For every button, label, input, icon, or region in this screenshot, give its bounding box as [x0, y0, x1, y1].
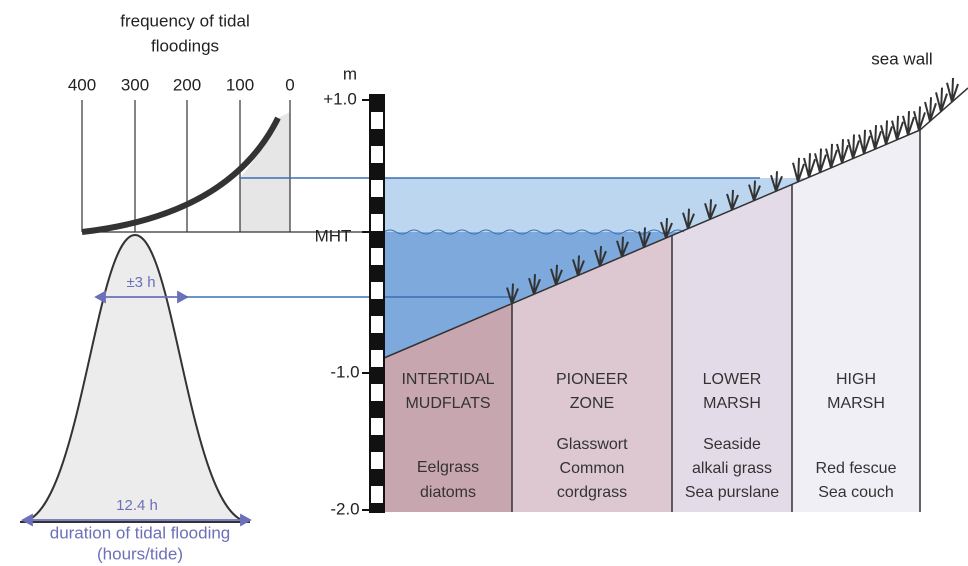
zone-species: Sea couch [818, 484, 894, 501]
scale-unit: m [343, 64, 357, 83]
grass-tuft [913, 106, 926, 131]
grass-tuft [682, 208, 695, 230]
scale-label: +1.0 [323, 89, 357, 108]
grass-tuft [638, 227, 651, 248]
scale-segment [370, 367, 384, 384]
scale-segment [370, 265, 384, 282]
sea-wall-label: sea wall [871, 49, 932, 68]
grass-tuft [814, 148, 827, 173]
freq-label: 200 [173, 75, 201, 94]
zone-species: Red fescue [816, 460, 897, 477]
zone-pioneer [512, 235, 672, 512]
freq-label: 100 [226, 75, 254, 94]
zone-species: alkali grass [692, 460, 772, 477]
grass-tuft [792, 157, 805, 183]
grass-tuft [770, 171, 783, 192]
scale-label: MHT [315, 226, 352, 245]
zone-name: HIGH [836, 371, 876, 388]
guide-lines [185, 177, 760, 298]
scale-segment [370, 503, 384, 512]
scale-label: -1.0 [330, 362, 359, 381]
freq-label: 0 [285, 75, 294, 94]
grass-tuft [660, 217, 673, 239]
scale-segment [370, 231, 384, 248]
zone-species: diatoms [420, 484, 476, 501]
grass [506, 77, 959, 304]
grass-tuft [550, 264, 563, 286]
freq-grid [81, 100, 370, 233]
duration-inner: ±3 h [126, 274, 155, 291]
zone-name: ZONE [570, 395, 614, 412]
scale-segment [370, 95, 384, 112]
grass-tuft [594, 246, 607, 267]
grass-tuft [891, 115, 904, 141]
grass-tuft [946, 77, 959, 103]
grass-tuft [836, 139, 849, 164]
scale-segment [370, 163, 384, 180]
grass-tuft [847, 134, 860, 159]
scale-label: -2.0 [330, 499, 359, 518]
zone-lines [383, 87, 968, 512]
scale-segment [370, 469, 384, 486]
scale-segment [370, 299, 384, 316]
grass-tuft [616, 236, 629, 258]
duration-curve [19, 233, 251, 523]
scale-segment [370, 401, 384, 418]
zone-species: Glasswort [556, 436, 628, 453]
grass-tuft [726, 189, 739, 211]
shade [240, 112, 290, 232]
zone-name: INTERTIDAL [401, 371, 494, 388]
grass-tuft [803, 153, 816, 178]
grass-tuft [935, 87, 948, 112]
grass-tuft [572, 255, 585, 276]
grass-tuft [902, 111, 915, 136]
zone-name: MARSH [703, 395, 761, 412]
freq-label: 400 [68, 75, 96, 94]
freq-title: frequency of tidal [120, 11, 249, 30]
zone-name: PIONEER [556, 371, 628, 388]
grass-tuft [825, 143, 838, 169]
grass-tuft [506, 283, 519, 304]
scale-segment [370, 333, 384, 350]
freq-title: floodings [151, 36, 219, 55]
zone-name: MARSH [827, 395, 885, 412]
grass-tuft [704, 199, 717, 220]
grass-tuft [869, 125, 882, 150]
zone-species: Sea purslane [685, 484, 779, 501]
duration-subtitle: (hours/tide) [97, 544, 183, 563]
arrows [21, 290, 252, 527]
zone-species: Eelgrass [417, 459, 479, 476]
grass-tuft [528, 274, 541, 295]
duration-title: duration of tidal flooding [50, 523, 231, 542]
grass-tuft [858, 129, 871, 155]
duration-base: 12.4 h [116, 497, 158, 514]
zone-lower [672, 184, 792, 512]
zone-species: Seaside [703, 436, 761, 453]
scale-segment [370, 435, 384, 452]
zone-name: MUDFLATS [405, 395, 490, 412]
freq-label: 300 [121, 75, 149, 94]
zone-name: LOWER [703, 371, 762, 388]
zone-species: Common [560, 460, 625, 477]
zone-species: cordgrass [557, 484, 627, 501]
scale-ticks [362, 99, 370, 511]
scale-segments [370, 95, 384, 512]
scale-segment [370, 197, 384, 214]
grass-tuft [880, 120, 893, 145]
zone-high [792, 130, 920, 512]
zone-mudflats [384, 304, 512, 512]
mht-wave [383, 229, 685, 235]
grass-tuft [924, 97, 937, 122]
grass-tuft [748, 180, 761, 201]
scale-segment [370, 129, 384, 146]
frequency-curve [81, 116, 281, 235]
